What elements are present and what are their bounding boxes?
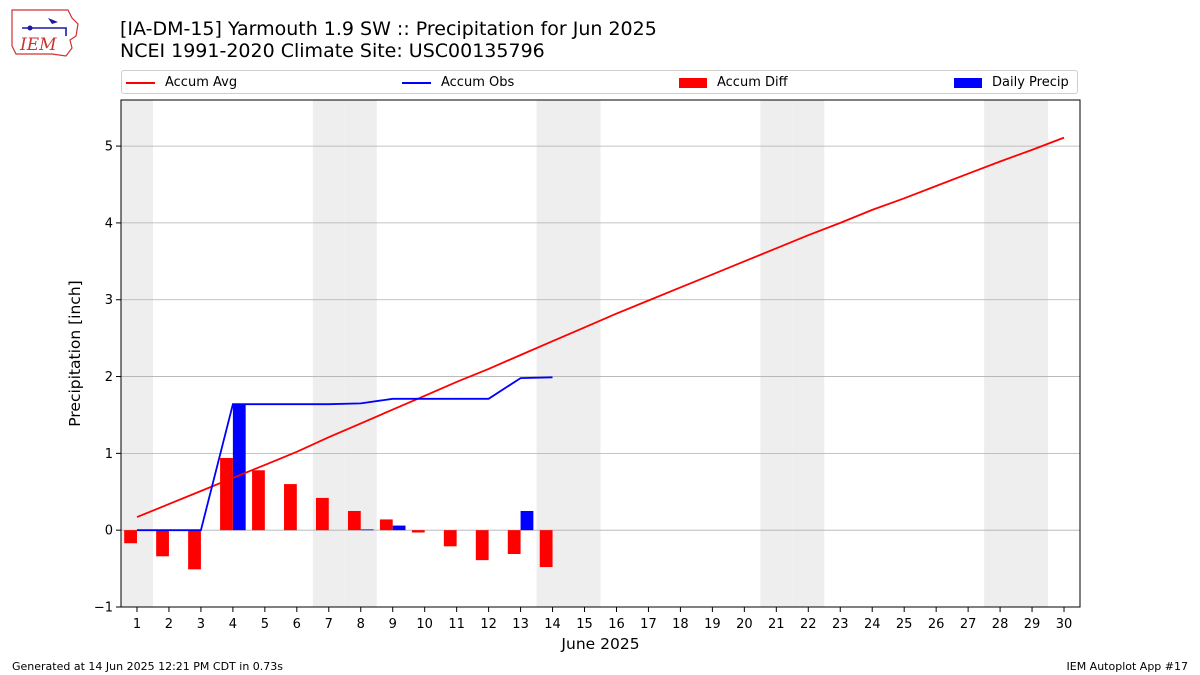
logo-mark (48, 18, 58, 24)
legend-label-daily-precip: Daily Precip (992, 75, 1069, 90)
y-tick-label-2: 2 (105, 370, 113, 385)
weekend-shade-28 (984, 100, 1017, 607)
x-tick-label-10: 10 (416, 617, 433, 632)
legend-label-accum-obs: Accum Obs (441, 75, 515, 90)
x-tick-label-11: 11 (448, 617, 465, 632)
accum-diff-bar-4 (220, 457, 233, 531)
legend-label-accum-diff: Accum Diff (717, 75, 788, 90)
legend-swatch-accum-obs (402, 81, 431, 84)
x-tick-label-29: 29 (1024, 617, 1041, 632)
weekend-shade-29 (1016, 100, 1049, 607)
weekend-shade-1 (121, 100, 153, 607)
x-axis-label: June 2025 (560, 635, 639, 653)
x-tick-label-27: 27 (960, 617, 977, 632)
x-tick-label-1: 1 (133, 617, 141, 632)
accum-diff-bar-5 (252, 470, 265, 531)
x-tick-label-15: 15 (576, 617, 593, 632)
daily-precip-bar-9 (392, 525, 406, 531)
legend-swatch-accum-diff (679, 77, 707, 88)
legend-item-daily-precip: Daily Precip (954, 75, 1069, 90)
legend-swatch-accum-avg (126, 81, 155, 84)
accum-obs-line (137, 376, 553, 532)
accum-diff-bar-7 (315, 497, 329, 531)
x-tick-label-28: 28 (992, 617, 1009, 632)
accum-diff-bar-2 (156, 530, 169, 557)
x-tick-label-18: 18 (672, 617, 689, 632)
x-tick-label-7: 7 (325, 617, 333, 632)
x-tick-label-24: 24 (864, 617, 881, 632)
weekend-shade-22 (792, 100, 825, 607)
x-tick-label-3: 3 (197, 617, 205, 632)
x-tick-label-26: 26 (928, 617, 945, 632)
weekend-shade-8 (344, 100, 377, 607)
x-tick-label-2: 2 (165, 617, 173, 632)
x-tick-label-4: 4 (229, 617, 237, 632)
accum-diff-bar-3 (188, 530, 201, 570)
weekend-shade-15 (568, 100, 601, 607)
weekend-shade-7 (312, 100, 345, 607)
accum-diff-bar-10 (411, 530, 425, 533)
legend-swatch-daily-precip (954, 77, 982, 88)
x-tick-label-9: 9 (389, 617, 397, 632)
x-tick-label-13: 13 (512, 617, 529, 632)
y-tick-label-5: 5 (105, 140, 113, 155)
daily-precip-bar-13 (520, 510, 534, 531)
accum-diff-bar-8 (347, 510, 361, 531)
y-tick-label-0: 0 (105, 524, 113, 539)
iem-logo: IEM (11, 9, 79, 57)
x-tick-label-14: 14 (544, 617, 561, 632)
x-tick-label-8: 8 (357, 617, 365, 632)
accum-diff-bar-1 (124, 530, 137, 544)
x-tick-label-30: 30 (1056, 617, 1073, 632)
daily-precip-bar-8 (360, 529, 374, 531)
x-tick-label-5: 5 (261, 617, 269, 632)
legend-item-accum-obs: Accum Obs (402, 75, 514, 90)
accum-diff-bar-6 (284, 484, 297, 531)
accum-avg-line (136, 136, 1065, 518)
y-axis-label: Precipitation [inch] (66, 280, 84, 426)
legend-item-accum-diff: Accum Diff (679, 75, 788, 90)
legend: Accum Avg Accum Obs Accum Diff Daily Pre… (121, 70, 1078, 94)
x-tick-label-19: 19 (704, 617, 721, 632)
iowa-state-outline (11, 9, 79, 57)
legend-item-accum-avg: Accum Avg (126, 75, 237, 90)
accum-diff-bar-11 (443, 530, 457, 547)
x-tick-label-21: 21 (768, 617, 785, 632)
weekend-shade-21 (760, 100, 793, 607)
footer-generated: Generated at 14 Jun 2025 12:21 PM CDT in… (12, 660, 284, 673)
logo-line (22, 27, 67, 36)
logo-text: IEM (19, 35, 57, 55)
chart-subtitle: NCEI 1991-2020 Climate Site: USC00135796 (120, 40, 545, 62)
footer-app: IEM Autoplot App #17 (1066, 660, 1189, 673)
x-tick-label-6: 6 (293, 617, 301, 632)
accum-diff-bar-14 (539, 530, 553, 568)
x-tick-label-16: 16 (608, 617, 625, 632)
y-tick-label-4: 4 (105, 216, 113, 231)
weekend-shade-14 (536, 100, 569, 607)
y-tick-label-3: 3 (105, 293, 113, 308)
x-tick-label-23: 23 (832, 617, 849, 632)
y-tick-label-1: 1 (105, 447, 113, 462)
chart-title: [IA-DM-15] Yarmouth 1.9 SW :: Precipitat… (120, 18, 657, 40)
accum-diff-bar-9 (379, 519, 393, 531)
x-tick-label-20: 20 (736, 617, 753, 632)
y-tick-label--1: −1 (94, 601, 113, 616)
accum-diff-bar-13 (507, 530, 521, 554)
plot-frame (120, 99, 1081, 608)
x-tick-label-17: 17 (640, 617, 657, 632)
legend-label-accum-avg: Accum Avg (165, 75, 238, 90)
daily-precip-bar-4 (232, 404, 246, 531)
x-tick-label-25: 25 (896, 617, 913, 632)
x-tick-label-12: 12 (480, 617, 497, 632)
x-tick-label-22: 22 (800, 617, 817, 632)
accum-diff-bar-12 (475, 530, 489, 561)
